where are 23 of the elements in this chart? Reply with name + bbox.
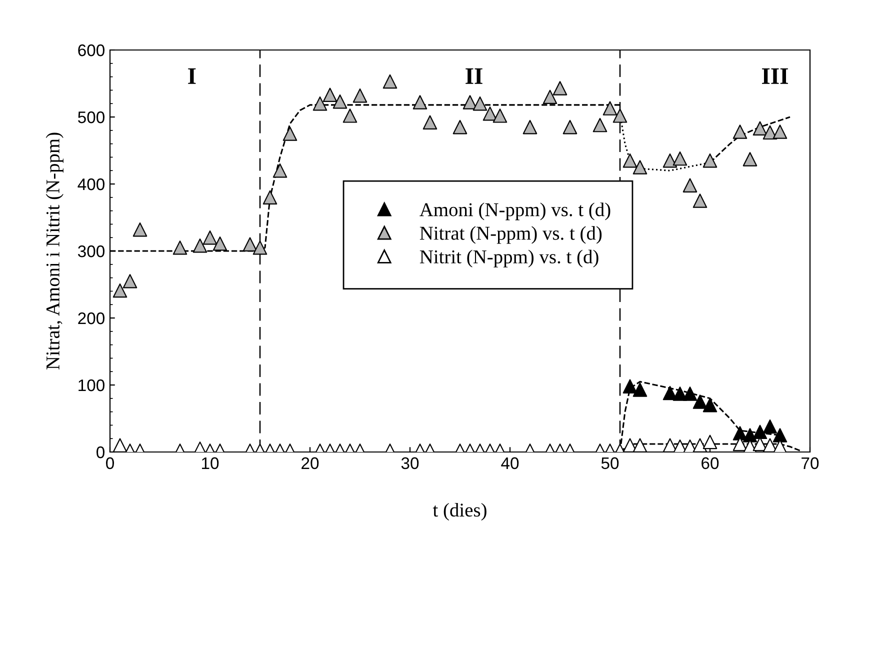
annotation: I [188,68,196,84]
legend-label: Amoni (N-ppm) vs. t (d) [420,202,610,220]
x-tick-label: 60 [702,457,719,470]
y-tick-label: 200 [78,312,104,324]
x-tick-label: 0 [106,457,114,470]
x-tick-label: 20 [302,457,319,470]
x-tick-label: 30 [401,457,419,470]
x-tick-label: 50 [601,457,619,470]
y-tick-label: 500 [78,111,104,124]
x-tick-label: 70 [802,457,819,470]
y-tick-label: 400 [78,178,104,190]
annotation: III [762,68,788,84]
x-axis-title: t (dies) [432,502,486,521]
y-tick-label: 100 [78,379,104,392]
annotation: II [466,68,482,84]
legend-label: Nitrit (N-ppm) vs. t (d) [420,250,598,268]
y-tick-label: 600 [78,44,104,56]
legend-label: Nitrat (N-ppm) vs. t (d) [420,226,602,244]
y-tick-label: 300 [78,245,104,258]
x-tick-label: 10 [202,457,219,470]
x-tick-label: 40 [501,457,519,470]
y-tick-label: 0 [96,446,104,458]
y-axis-title: Nitrat, Amoni i Nitrit (N-ppm) [46,132,64,370]
